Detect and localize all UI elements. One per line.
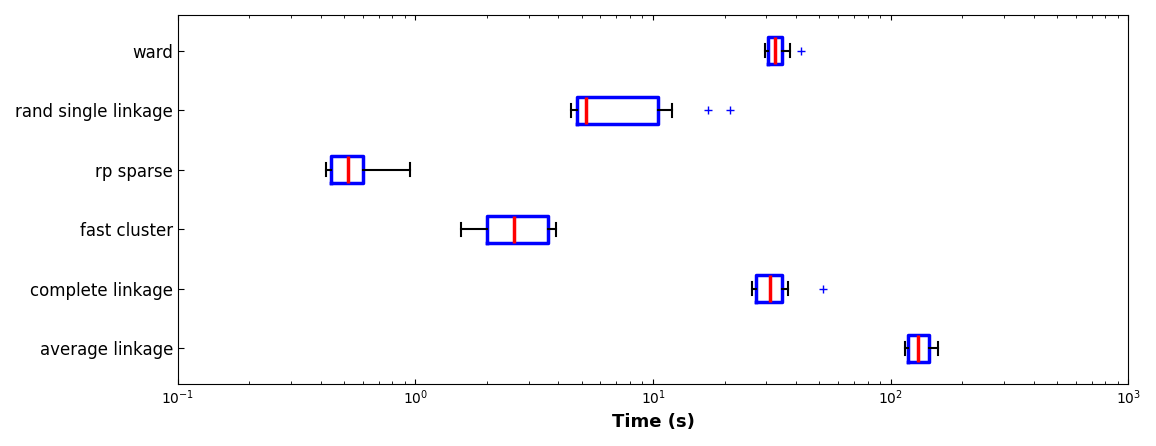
X-axis label: Time (s): Time (s) xyxy=(612,413,695,431)
